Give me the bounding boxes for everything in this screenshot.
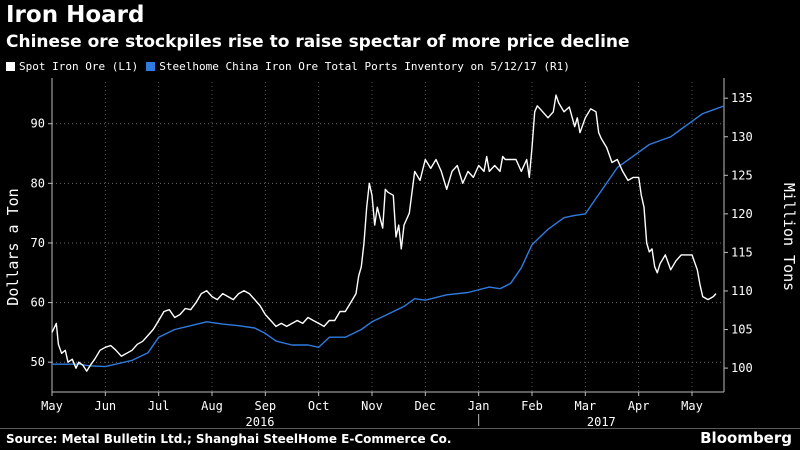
chart-subtitle: Chinese ore stockpiles rise to raise spe… bbox=[6, 32, 630, 52]
left-axis-tick-label: 80 bbox=[31, 176, 45, 190]
x-axis-month-label: May bbox=[41, 399, 63, 413]
footer-divider bbox=[0, 428, 800, 429]
right-axis-tick-label: 130 bbox=[731, 130, 753, 144]
left-axis-tick-label: 90 bbox=[31, 117, 45, 131]
chart-title: Iron Hoard bbox=[6, 2, 145, 28]
bloomberg-logo: Bloomberg bbox=[700, 429, 792, 447]
x-axis-month-label: Nov bbox=[361, 399, 383, 413]
x-axis-month-label: Oct bbox=[308, 399, 330, 413]
legend-item-ports-inventory: Steelhome China Iron Ore Total Ports Inv… bbox=[146, 60, 570, 73]
x-axis-year-label: 2017 bbox=[587, 415, 616, 429]
x-axis-month-label: Jan bbox=[468, 399, 490, 413]
legend-label-ports-inventory: Steelhome China Iron Ore Total Ports Inv… bbox=[159, 60, 570, 73]
x-axis-month-label: Jun bbox=[94, 399, 116, 413]
right-axis-tick-label: 120 bbox=[731, 207, 753, 221]
x-axis-month-label: Apr bbox=[628, 399, 650, 413]
x-axis-month-label: Jul bbox=[148, 399, 170, 413]
right-axis-tick-label: 125 bbox=[731, 168, 753, 182]
x-axis-month-label: Aug bbox=[201, 399, 223, 413]
right-axis-tick-label: 105 bbox=[731, 323, 753, 337]
series-line-spot-iron-ore bbox=[51, 94, 717, 372]
x-axis-year-label: 2016 bbox=[246, 415, 275, 429]
x-axis-month-label: Dec bbox=[414, 399, 436, 413]
legend-item-spot-iron-ore: Spot Iron Ore (L1) bbox=[6, 60, 138, 73]
x-axis-month-label: Feb bbox=[521, 399, 543, 413]
right-axis-tick-label: 135 bbox=[731, 91, 753, 105]
right-axis-tick-label: 115 bbox=[731, 245, 753, 259]
right-axis-title: Million Tons bbox=[780, 183, 798, 291]
source-note: Source: Metal Bulletin Ltd.; Shanghai St… bbox=[6, 432, 452, 446]
legend-label-spot-iron-ore: Spot Iron Ore (L1) bbox=[19, 60, 139, 73]
left-axis-tick-label: 50 bbox=[31, 355, 45, 369]
left-axis-tick-label: 60 bbox=[31, 296, 45, 310]
x-axis-month-label: May bbox=[681, 399, 703, 413]
right-axis-tick-label: 110 bbox=[731, 284, 753, 298]
legend-swatch-white bbox=[6, 62, 15, 71]
series-line-ports-inventory bbox=[52, 105, 725, 368]
x-axis-month-label: Sep bbox=[254, 399, 276, 413]
left-axis-title: Dollars a Ton bbox=[4, 188, 22, 305]
left-axis-tick-label: 70 bbox=[31, 236, 45, 250]
right-axis-tick-label: 100 bbox=[731, 361, 753, 375]
x-axis-month-label: Mar bbox=[574, 399, 596, 413]
legend-swatch-blue bbox=[146, 62, 156, 71]
legend: Spot Iron Ore (L1) Steelhome China Iron … bbox=[6, 60, 578, 73]
